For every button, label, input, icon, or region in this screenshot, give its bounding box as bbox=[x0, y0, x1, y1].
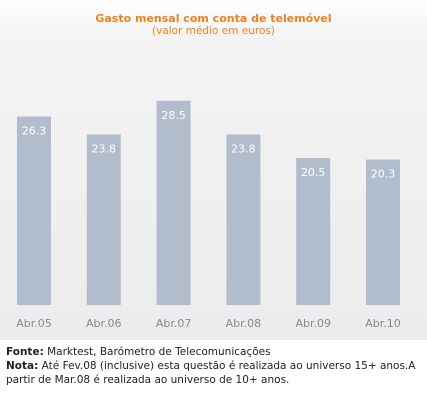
chart-panel: Gasto mensal com conta de telemóvel (val… bbox=[0, 0, 427, 340]
bar-Abr.07 bbox=[156, 100, 191, 305]
bar-Abr.06 bbox=[86, 134, 121, 305]
data-label: 23.8 bbox=[92, 142, 117, 155]
x-tick-label: Abr.08 bbox=[226, 317, 262, 330]
data-label: 20.3 bbox=[371, 168, 396, 181]
data-label: 28.5 bbox=[161, 109, 186, 122]
source-text: Marktest, Barómetro de Telecomunicações bbox=[43, 346, 271, 358]
x-tick-label: Abr.05 bbox=[16, 317, 52, 330]
note-text: Até Fev.08 (inclusive) esta questão é re… bbox=[6, 360, 416, 386]
source-label: Fonte: bbox=[6, 346, 44, 358]
data-label: 23.8 bbox=[231, 142, 256, 155]
bar-Abr.09 bbox=[296, 158, 331, 305]
x-tick-label: Abr.07 bbox=[156, 317, 192, 330]
x-tick-label: Abr.09 bbox=[295, 317, 331, 330]
source-line: Fonte: Marktest, Barómetro de Telecomuni… bbox=[6, 345, 424, 359]
chart-footer: Fonte: Marktest, Barómetro de Telecomuni… bbox=[6, 345, 424, 387]
note-label: Nota: bbox=[6, 360, 39, 372]
chart-title: Gasto mensal com conta de telemóvel bbox=[95, 12, 332, 25]
data-label: 26.3 bbox=[22, 125, 47, 138]
bar-Abr.08 bbox=[226, 134, 261, 305]
x-tick-label: Abr.06 bbox=[86, 317, 122, 330]
bar-Abr.05 bbox=[17, 116, 51, 306]
note-line: Nota: Até Fev.08 (inclusive) esta questã… bbox=[6, 359, 424, 387]
chart-subtitle: (valor médio em euros) bbox=[152, 25, 275, 37]
bar-Abr.10 bbox=[366, 159, 400, 305]
data-label: 20.5 bbox=[301, 166, 326, 179]
x-tick-label: Abr.10 bbox=[365, 317, 401, 330]
bar-chart: 26.3 Abr.05 23.8 Abr.06 28.5 Abr.07 23.8 Abr.08… bbox=[16, 100, 401, 330]
